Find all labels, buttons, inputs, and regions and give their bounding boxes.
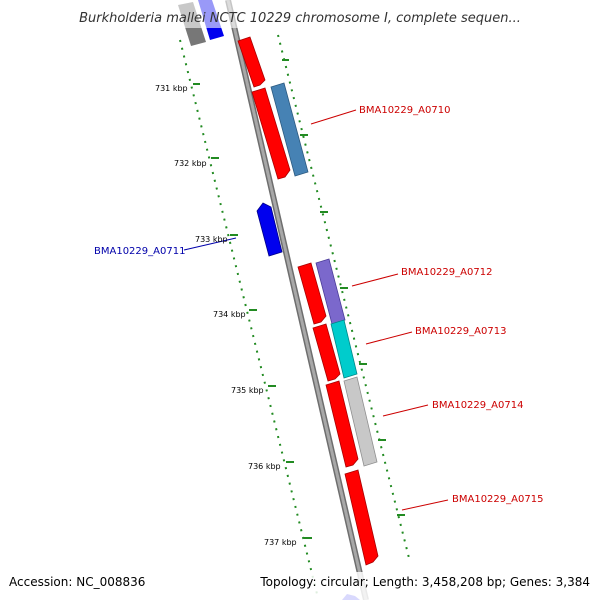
inner-ruler-dots (179, 39, 319, 599)
cds-reverse-1[interactable] (256, 202, 283, 257)
cds-forward-2[interactable] (251, 87, 291, 180)
gene-label-a0710[interactable]: BMA10229_A0710 (359, 105, 450, 116)
gene-label-a0714[interactable]: BMA10229_A0714 (432, 400, 523, 411)
accession-text: Accession: NC_008836 (9, 575, 145, 589)
gene-label-a0712[interactable]: BMA10229_A0712 (401, 267, 492, 278)
tick-label-731: 731 kbp (155, 84, 188, 93)
cds-forward-1[interactable] (237, 36, 266, 88)
tick-label-732: 732 kbp (174, 159, 207, 168)
tick-label-734: 734 kbp (213, 310, 246, 319)
cds-steelblue[interactable] (270, 82, 309, 177)
tick-label-735: 735 kbp (231, 386, 264, 395)
leader-line-a0713 (365, 331, 413, 345)
leader-line-a0714 (382, 404, 429, 417)
gene-label-a0713[interactable]: BMA10229_A0713 (415, 326, 506, 337)
cds-forward-3[interactable] (297, 262, 327, 325)
leader-line-a0711 (183, 237, 237, 251)
leader-line-a0710 (310, 109, 357, 125)
title-backdrop (0, 0, 600, 28)
chromosome-backbone (225, 0, 369, 600)
tick-label-733: 733 kbp (195, 235, 228, 244)
leader-line-a0712 (351, 273, 399, 287)
cds-forward-6[interactable] (344, 469, 379, 566)
cds-forward-4[interactable] (312, 323, 341, 382)
cds-forward-5[interactable] (325, 380, 359, 468)
outer-ruler (277, 34, 411, 563)
footer-backdrop (0, 572, 600, 600)
leader-line-a0715 (401, 499, 449, 511)
tick-label-736: 736 kbp (248, 462, 281, 471)
inner-ruler (179, 39, 319, 599)
gene-label-a0711[interactable]: BMA10229_A0711 (94, 246, 185, 257)
cds-cyan[interactable] (330, 319, 358, 379)
summary-text: Topology: circular; Length: 3,458,208 bp… (259, 575, 590, 589)
map-title: Burkholderia mallei NCTC 10229 chromosom… (79, 11, 521, 26)
cds-purple[interactable] (315, 258, 346, 325)
tick-label-737: 737 kbp (264, 538, 297, 547)
cds-grey[interactable] (343, 376, 378, 467)
backbone-line (226, 0, 368, 600)
gene-label-a0715[interactable]: BMA10229_A0715 (452, 494, 543, 505)
